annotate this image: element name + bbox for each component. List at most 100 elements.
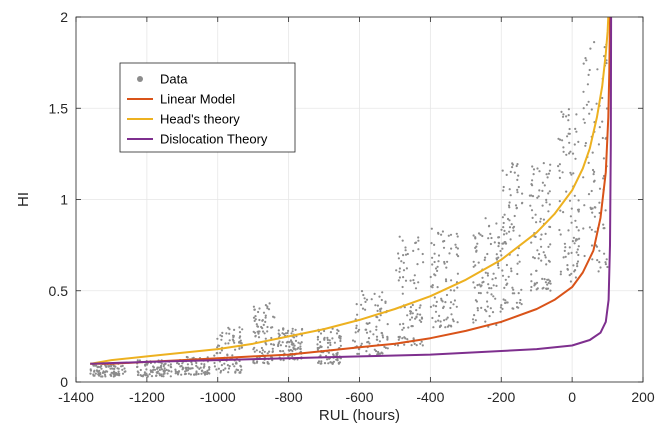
data-point (570, 207, 573, 210)
data-point (264, 320, 267, 323)
data-point (383, 345, 386, 348)
data-point (253, 308, 256, 311)
data-point (401, 292, 404, 295)
data-point (582, 90, 585, 93)
data-point (486, 274, 489, 277)
data-point (562, 113, 565, 116)
data-point (532, 168, 536, 171)
data-point (486, 252, 489, 256)
data-point (539, 217, 542, 220)
data-point (576, 262, 579, 265)
data-point (495, 253, 498, 256)
data-point (572, 264, 575, 267)
data-point (558, 176, 562, 179)
data-point (234, 370, 237, 373)
data-point (192, 356, 195, 359)
data-point (268, 350, 271, 353)
data-point (547, 245, 550, 248)
data-point (277, 344, 280, 348)
data-point (418, 306, 421, 309)
y-tick-label: 2 (60, 9, 68, 25)
data-point (114, 365, 117, 368)
data-point (505, 173, 508, 176)
data-point (486, 305, 489, 308)
data-point (150, 375, 154, 378)
data-point (255, 323, 258, 326)
data-point (455, 246, 458, 249)
data-point (197, 372, 200, 376)
data-point (375, 328, 378, 331)
data-point (261, 349, 264, 352)
data-point (585, 59, 588, 62)
data-point (575, 130, 578, 133)
x-tick-label: 0 (568, 389, 576, 405)
data-point (474, 299, 477, 302)
data-point (285, 341, 288, 344)
data-point (433, 273, 436, 276)
data-point (587, 73, 590, 76)
data-point (299, 342, 302, 345)
data-point (574, 276, 578, 279)
data-point (277, 332, 280, 335)
data-point (477, 232, 481, 235)
data-point (536, 196, 539, 199)
data-point (109, 373, 112, 376)
data-point (402, 326, 405, 329)
data-point (440, 233, 443, 236)
data-point (421, 252, 424, 256)
data-point (140, 374, 143, 377)
data-point (509, 238, 512, 241)
legend-label: Data (160, 72, 188, 87)
data-point (508, 206, 511, 209)
data-point (158, 374, 162, 377)
data-point (238, 347, 241, 350)
data-point (319, 332, 323, 335)
data-point (299, 345, 302, 348)
data-point (567, 119, 570, 122)
data-point (502, 189, 505, 192)
data-point (429, 305, 432, 308)
data-point (571, 240, 575, 243)
data-point (449, 301, 453, 304)
data-point (410, 344, 413, 347)
data-point (199, 366, 202, 369)
data-point (373, 292, 376, 295)
data-point (203, 363, 206, 366)
data-point (187, 366, 190, 369)
data-point (512, 288, 515, 291)
data-point (604, 261, 607, 264)
data-point (589, 47, 592, 50)
data-point (473, 314, 476, 317)
data-point (398, 235, 401, 238)
data-point (402, 276, 405, 279)
data-point (93, 374, 96, 377)
x-tick-label: -1400 (58, 389, 94, 405)
data-point (535, 281, 539, 284)
data-point (476, 307, 479, 310)
data-point (446, 325, 449, 328)
data-point (201, 369, 204, 372)
data-point (236, 369, 240, 372)
data-point (421, 344, 424, 347)
data-point (109, 367, 112, 370)
data-point (512, 225, 516, 228)
data-point (515, 164, 518, 168)
data-point (185, 355, 188, 359)
data-point (217, 367, 220, 370)
data-point (431, 263, 434, 266)
data-point (266, 330, 269, 333)
data-point (591, 168, 595, 172)
data-point (583, 121, 586, 124)
data-point (433, 252, 436, 255)
data-point (559, 273, 562, 276)
data-point (445, 280, 448, 283)
data-point (538, 170, 541, 173)
data-point (548, 190, 551, 193)
x-tick-label: -1000 (200, 389, 236, 405)
data-point (577, 229, 580, 232)
data-point (292, 347, 295, 350)
data-point (570, 272, 573, 275)
data-point (507, 204, 511, 207)
data-point (232, 334, 235, 338)
